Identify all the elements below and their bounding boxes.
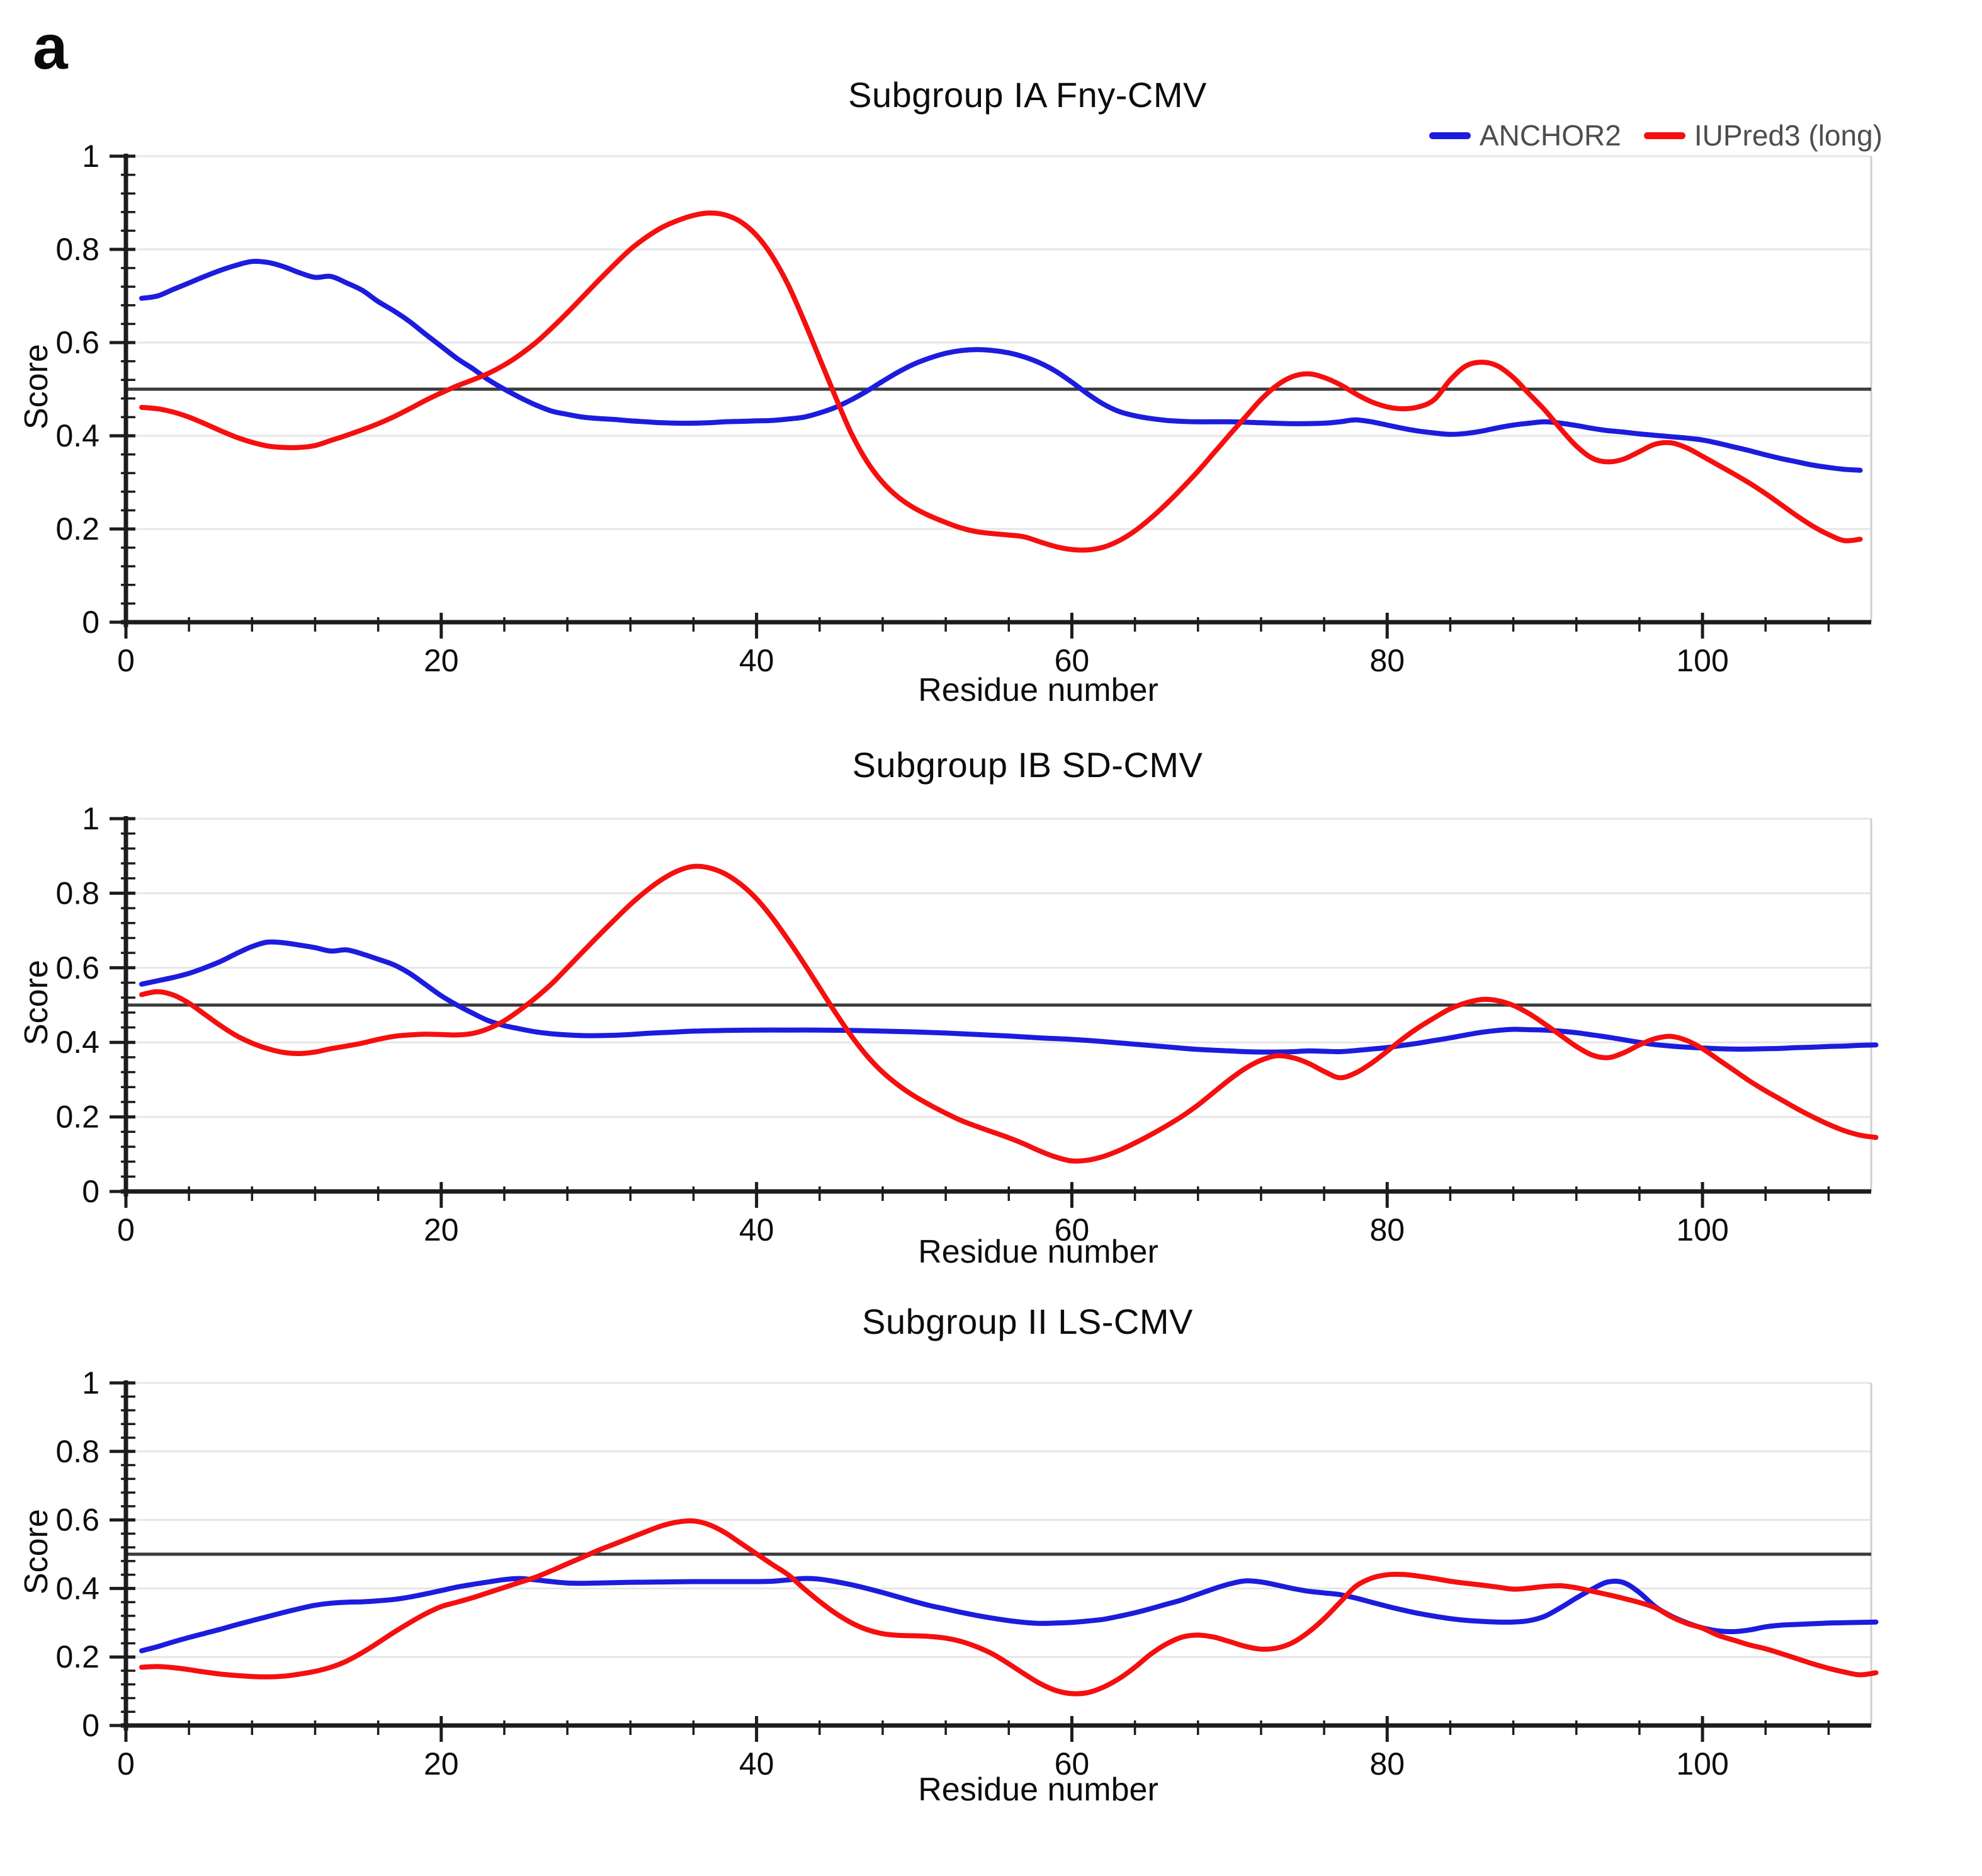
series-line-iupred3 bbox=[139, 863, 1879, 1164]
y-tick-label: 0.8 bbox=[55, 875, 99, 911]
chart3-title: Subgroup II LS-CMV bbox=[862, 1302, 1193, 1341]
x-tick-label: 40 bbox=[739, 1746, 774, 1782]
x-tick-label: 0 bbox=[117, 1746, 135, 1782]
legend-label-iupred3: IUPred3 (long) bbox=[1694, 119, 1883, 152]
chart1-x-axis-label: Residue number bbox=[918, 672, 1158, 708]
x-tick-label: 20 bbox=[424, 1746, 459, 1782]
x-tick-label: 40 bbox=[739, 1212, 774, 1248]
legend: ANCHOR2 IUPred3 (long) bbox=[1415, 118, 1883, 152]
x-tick-label: 0 bbox=[117, 1212, 135, 1248]
x-tick-label: 80 bbox=[1369, 643, 1405, 678]
chart1-title: Subgroup IA Fny-CMV bbox=[848, 75, 1207, 115]
y-tick-label: 0 bbox=[82, 1174, 99, 1209]
x-tick-label: 100 bbox=[1676, 1746, 1728, 1782]
series-line-iupred3 bbox=[139, 210, 1863, 553]
y-tick-label: 0.4 bbox=[55, 418, 99, 453]
chart2-title: Subgroup IB SD-CMV bbox=[852, 745, 1203, 785]
y-tick-label: 0 bbox=[82, 1708, 99, 1743]
y-tick-label: 0.8 bbox=[55, 1434, 99, 1469]
legend-item-iupred3: IUPred3 (long) bbox=[1643, 118, 1883, 152]
x-tick-label: 60 bbox=[1055, 643, 1090, 678]
legend-item-anchor2: ANCHOR2 bbox=[1429, 118, 1621, 152]
y-tick-label: 0.4 bbox=[55, 1571, 99, 1606]
y-tick-label: 0.8 bbox=[55, 232, 99, 267]
x-tick-label: 80 bbox=[1369, 1746, 1405, 1782]
y-tick-label: 0.6 bbox=[55, 325, 99, 360]
panel-label: a bbox=[33, 12, 68, 82]
y-tick-label: 0 bbox=[82, 605, 99, 640]
chart3-x-axis-label: Residue number bbox=[918, 1771, 1158, 1808]
x-tick-label: 0 bbox=[117, 643, 135, 678]
y-tick-label: 0.2 bbox=[55, 1100, 99, 1135]
y-tick-label: 1 bbox=[82, 139, 99, 174]
x-tick-label: 60 bbox=[1055, 1212, 1090, 1248]
x-tick-label: 100 bbox=[1676, 1212, 1728, 1248]
y-tick-label: 0.6 bbox=[55, 1503, 99, 1538]
series-line-anchor2 bbox=[139, 258, 1863, 473]
y-tick-label: 0.2 bbox=[55, 1639, 99, 1674]
legend-label-anchor2: ANCHOR2 bbox=[1479, 119, 1621, 152]
x-tick-label: 40 bbox=[739, 643, 774, 678]
chart2-x-axis-label: Residue number bbox=[918, 1234, 1158, 1270]
y-tick-label: 0.2 bbox=[55, 511, 99, 547]
x-tick-label: 20 bbox=[424, 643, 459, 678]
x-tick-label: 100 bbox=[1676, 643, 1728, 678]
anchor2-line-swatch-icon bbox=[1429, 132, 1471, 139]
x-tick-label: 60 bbox=[1055, 1746, 1090, 1782]
y-tick-label: 0.4 bbox=[55, 1025, 99, 1060]
x-tick-label: 20 bbox=[424, 1212, 459, 1248]
y-tick-label: 1 bbox=[82, 1365, 99, 1401]
x-tick-label: 80 bbox=[1369, 1212, 1405, 1248]
series-line-anchor2 bbox=[139, 1576, 1879, 1654]
y-tick-label: 0.6 bbox=[55, 950, 99, 986]
series-line-iupred3 bbox=[139, 1518, 1879, 1697]
iupred3-line-swatch-icon bbox=[1643, 132, 1685, 139]
y-tick-label: 1 bbox=[82, 801, 99, 836]
series-line-anchor2 bbox=[139, 939, 1879, 1055]
